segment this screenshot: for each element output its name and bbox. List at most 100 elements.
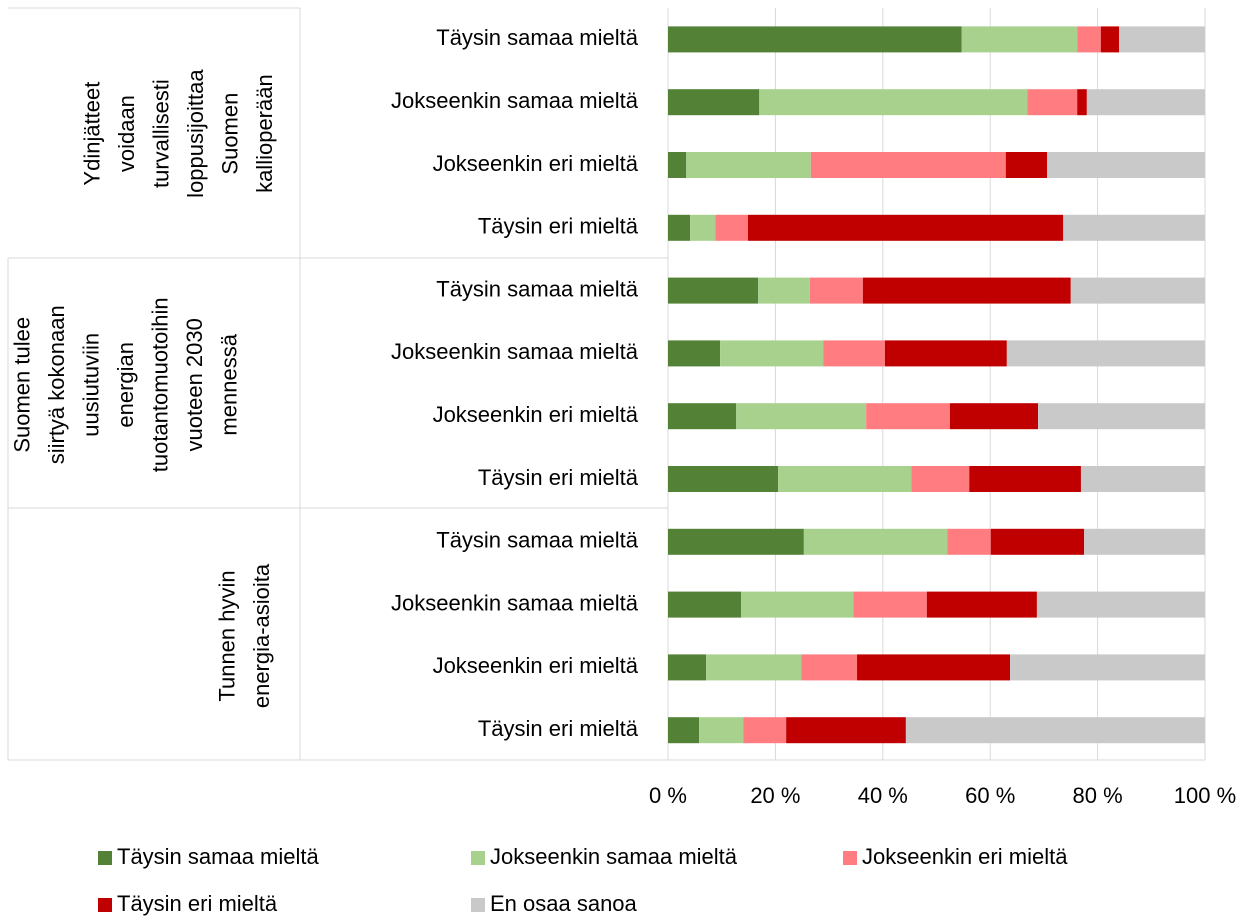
bar-segment <box>668 89 760 116</box>
legend-label: En osaa sanoa <box>490 891 638 916</box>
bar-segment <box>668 277 759 304</box>
bar-segment <box>759 89 1028 116</box>
x-tick-label: 100 % <box>1174 783 1236 808</box>
group-label: kallioperään <box>252 74 277 193</box>
bar-segment <box>668 654 707 681</box>
group-label: turvallisesti <box>149 79 174 188</box>
bar-segment <box>866 403 950 430</box>
group-label: energia-asioita <box>249 563 274 708</box>
legend-swatch <box>98 851 112 865</box>
bar-segment <box>1084 528 1205 555</box>
bar-segment <box>690 214 716 241</box>
group-label: siirtyä kokonaan <box>44 305 69 464</box>
legend-label: Täysin samaa mieltä <box>117 844 320 869</box>
bar-segment <box>743 717 787 744</box>
bar-segment <box>810 152 1006 178</box>
bar-segment <box>699 717 744 744</box>
category-label: Täysin eri mieltä <box>478 214 639 239</box>
bar-segment <box>911 466 970 492</box>
bar-segment <box>706 654 802 681</box>
group-label: voidaan <box>114 95 139 172</box>
bar-segment <box>1086 89 1205 116</box>
legend-swatch <box>98 898 112 912</box>
bar-segment <box>715 214 749 241</box>
bar-segment <box>1027 89 1078 116</box>
legend-label: Jokseenkin samaa mieltä <box>490 844 738 869</box>
category-label: Jokseenkin samaa mieltä <box>391 88 639 113</box>
bar-segment <box>1005 152 1048 178</box>
group-label: uusiutuviin <box>78 333 103 437</box>
bar-segment <box>736 403 867 430</box>
group-label: mennessä <box>216 333 241 435</box>
bar-segment <box>1119 26 1205 53</box>
category-label: Täysin eri mieltä <box>478 465 639 490</box>
bar-segment <box>853 591 927 618</box>
bar-segment <box>668 717 700 744</box>
group-label: vuoteen 2030 <box>182 318 207 451</box>
bar-segment <box>905 717 1205 744</box>
bar-segment <box>720 340 824 367</box>
bar-segment <box>686 152 811 178</box>
group-label: Tunnen hyvin <box>215 570 240 701</box>
category-label: Jokseenkin samaa mieltä <box>391 590 639 615</box>
category-label: Jokseenkin eri mieltä <box>433 151 639 176</box>
bar-segment <box>926 591 1037 618</box>
legend-label: Jokseenkin eri mieltä <box>862 844 1068 869</box>
bar-segment <box>857 654 1011 681</box>
x-tick-label: 60 % <box>965 783 1015 808</box>
bar-segment <box>1036 591 1205 618</box>
group-label: loppusijoittaa <box>183 69 208 198</box>
category-label: Täysin samaa mieltä <box>436 528 639 553</box>
bar-segment <box>809 277 863 304</box>
bar-segment <box>741 591 854 618</box>
bar-segment <box>1077 26 1101 53</box>
bar-segment <box>668 403 737 430</box>
group-label: tuotantomuotoihin <box>147 297 172 472</box>
category-label: Jokseenkin eri mieltä <box>433 653 639 678</box>
bar-segment <box>969 466 1081 492</box>
category-label: Jokseenkin samaa mieltä <box>391 339 639 364</box>
legend-label: Täysin eri mieltä <box>117 891 278 916</box>
bar-segment <box>748 214 1064 241</box>
bar-segment <box>801 654 858 681</box>
bar-segment <box>949 403 1038 430</box>
bar-segment <box>1100 26 1120 53</box>
bar-segment <box>668 528 804 555</box>
category-label: Täysin samaa mieltä <box>436 25 639 50</box>
group-label: Suomen <box>218 93 243 175</box>
x-tick-label: 80 % <box>1073 783 1123 808</box>
x-tick-label: 0 % <box>649 783 687 808</box>
bar-segment <box>862 277 1071 304</box>
legend-swatch <box>471 898 485 912</box>
category-label: Täysin samaa mieltä <box>436 276 639 301</box>
bar-segment <box>1006 340 1205 367</box>
group-label: Suomen tulee <box>9 317 34 453</box>
legend-swatch <box>471 851 485 865</box>
bar-segment <box>668 26 962 53</box>
x-tick-label: 40 % <box>858 783 908 808</box>
bar-segment <box>758 277 810 304</box>
bar-segment <box>803 528 948 555</box>
category-label: Jokseenkin eri mieltä <box>433 402 639 427</box>
bar-segment <box>823 340 885 367</box>
bar-segment <box>668 214 691 241</box>
group-label: Ydinjätteet <box>80 82 105 186</box>
bar-segment <box>1063 214 1205 241</box>
bar-segment <box>668 340 721 367</box>
bar-segment <box>884 340 1007 367</box>
legend-swatch <box>843 851 857 865</box>
bar-segment <box>990 528 1085 555</box>
bar-segment <box>778 466 912 492</box>
bar-segment <box>1037 403 1205 430</box>
bar-segment <box>668 152 687 178</box>
bar-segment <box>947 528 991 555</box>
bar-segment <box>786 717 906 744</box>
bar-segment <box>1070 277 1205 304</box>
bar-segment <box>961 26 1078 53</box>
group-label: energian <box>113 342 138 428</box>
bar-segment <box>1010 654 1205 681</box>
bar-segment <box>1080 466 1205 492</box>
bar-segment <box>668 466 779 492</box>
category-label: Täysin eri mieltä <box>478 716 639 741</box>
